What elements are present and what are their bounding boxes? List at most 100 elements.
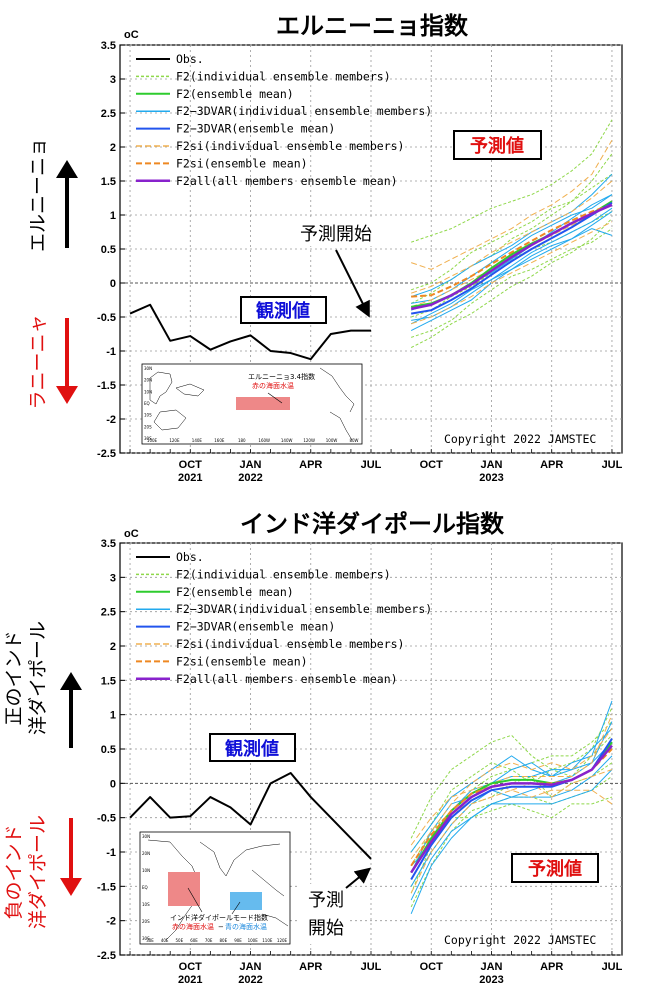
y-tick-label: 0.5 [101, 244, 116, 256]
x-tick-label: OCT [420, 459, 444, 471]
chart-iod: インド洋ダイポール指数 oC -2.5 -2 -1.5 -1 -0.5 0 0.5 1 1.5 2… [3, 510, 623, 986]
obs-label-box [209, 733, 296, 762]
x-tick-year: 2023 [479, 472, 503, 484]
y-tick-label: 2 [110, 641, 116, 653]
obs-label: 観測値 [225, 738, 279, 760]
f2-member-line [410, 173, 613, 291]
east-region [230, 892, 262, 910]
map-title: エルニーニョ3.4指数 [248, 372, 315, 381]
chart-title: インド洋ダイポール指数 [240, 510, 505, 538]
f2all-mean-line [410, 203, 613, 311]
obs-label: 観測値 [256, 300, 310, 322]
map-lon-label: 40E [161, 938, 169, 943]
start-arrow [345, 867, 372, 889]
x-tick-label: JUL [602, 961, 623, 973]
f2si-member-line [410, 728, 613, 860]
mean-lines [410, 738, 613, 880]
legend-label: F2(ensemble mean) [176, 585, 294, 599]
f2-member-line [410, 228, 613, 338]
f2si-member-line [410, 769, 613, 846]
map-lon-label: 160W [258, 438, 270, 443]
legend-label: F2si(individual ensemble members) [176, 637, 404, 651]
map-sub-red: 赤の海面水温 [172, 922, 214, 931]
y-tick-labels: -2.5 -2 -1.5 -1 -0.5 0 0.5 1 1.5 2 2.5 3 3.5 [97, 40, 125, 460]
y-tick-label: 1.5 [101, 176, 116, 188]
x-tick-label: JAN [480, 961, 502, 973]
f2-member-line [410, 153, 613, 304]
y-tick-label: -1 [106, 346, 116, 358]
side-label-down-line1: 負のインド [3, 824, 25, 919]
start-label: 予測開始 [300, 224, 372, 245]
map-lon-label: 120E [169, 438, 180, 443]
x-tick-label: APR [299, 459, 322, 471]
side-label-down-line2: 洋ダイポール [27, 815, 49, 929]
f2-member-line [410, 707, 613, 839]
map-lon-label: 120E [277, 938, 288, 943]
map-lon-label: 70E [205, 938, 213, 943]
map-lon-label: 100W [326, 438, 338, 443]
map-lat-label: 10N [142, 868, 150, 873]
legend-label: F2si(individual ensemble members) [176, 139, 404, 153]
map-lon-label: 100E [147, 438, 158, 443]
legend: Obs. F2(individual ensemble members) F2(en… [136, 52, 432, 188]
legend-label: F2si(ensemble mean) [176, 156, 308, 170]
legend-label: F2all(all members ensemble mean) [176, 174, 398, 188]
map-lon-label: 90E [234, 938, 242, 943]
inset-map: インド洋ダイポールモード指数 赤の海面水温 − 青の海面水温 30N 20N 10N… [139, 831, 291, 945]
legend-label: F2−3DVAR(ensemble mean) [176, 122, 335, 136]
y-tick-label: -2 [106, 414, 116, 426]
f2-3dvar-member-line [410, 228, 613, 325]
x-tick-label: JUL [361, 961, 382, 973]
obs-line [129, 772, 372, 860]
legend-label: F2−3DVAR(ensemble mean) [176, 620, 335, 634]
legend-label: F2−3DVAR(individual ensemble members) [176, 602, 432, 616]
map-lat-label: 20S [144, 424, 152, 429]
forecast-label: 予測値 [470, 135, 524, 157]
forecast-label: 予測値 [528, 858, 582, 880]
forecast-label-box [511, 853, 599, 883]
legend-label: Obs. [176, 550, 204, 564]
y-tick-label: 1 [110, 710, 116, 722]
f2si-member-line [410, 221, 613, 325]
f2-member-line [410, 218, 613, 349]
map-lon-label: 120W [303, 438, 315, 443]
map-lat-label: 30S [142, 936, 150, 941]
y-tick-label: -0.5 [97, 312, 116, 324]
x-tick-year: 2021 [178, 472, 202, 484]
map-lon-label: 100E [248, 938, 259, 943]
legend-label: F2si(ensemble mean) [176, 654, 308, 668]
unit-label: oC [124, 528, 139, 540]
member-lines [410, 119, 613, 349]
f2-member-line [410, 796, 613, 894]
y-tick-label: 3.5 [101, 538, 116, 550]
map-lat-label: 30S [144, 436, 152, 441]
x-tick-year: 2023 [479, 974, 503, 986]
map-lon-label: 60E [190, 938, 198, 943]
y-tick-label: -1.5 [97, 380, 116, 392]
x-tick-label: APR [299, 961, 322, 973]
mean-lines [410, 200, 613, 315]
map-minus: − [218, 923, 224, 931]
f2-3dvar-member-line [410, 769, 613, 901]
f2si-member-line [410, 789, 613, 894]
map-lat-label: 30N [142, 834, 150, 839]
y-tick-label: -1.5 [97, 881, 116, 893]
map-lon-label: 80W [349, 438, 358, 443]
y-tick-label: 1.5 [101, 675, 116, 687]
y-tick-label: 1 [110, 210, 116, 222]
arrow-up-icon [56, 160, 78, 178]
y-tick-label: 0.5 [101, 744, 116, 756]
start-label-bg [286, 220, 386, 246]
y-tick-label: 3.5 [101, 40, 116, 52]
map-lat-label: EQ [144, 401, 150, 406]
y-tick-label: 2.5 [101, 607, 116, 619]
y-tick-label: -2.5 [97, 448, 116, 460]
observed-line [129, 303, 371, 361]
x-tick-label: JUL [602, 459, 623, 471]
map-lat-label: EQ [142, 885, 148, 890]
map-lat-label: 10S [144, 413, 152, 418]
y-tick-label: 2 [110, 142, 116, 154]
start-label-line2: 開始 [308, 918, 344, 939]
y-tick-label: -1 [106, 847, 116, 859]
